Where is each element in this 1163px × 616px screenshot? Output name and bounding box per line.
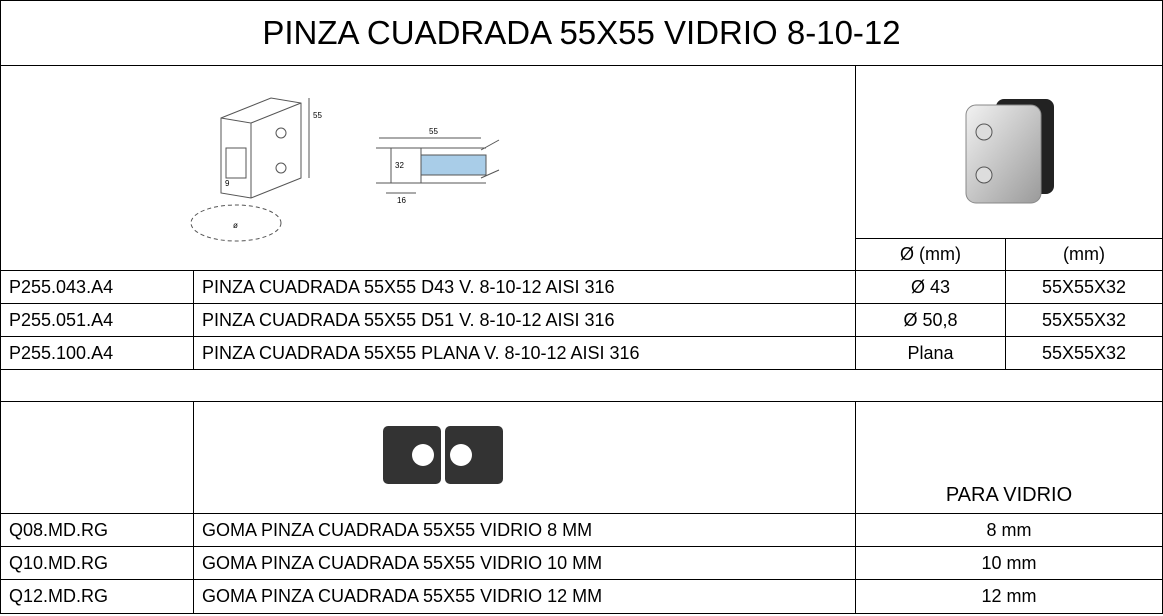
header-cell: Ø (mm)	[855, 238, 1006, 271]
code: Q10.MD.RG	[0, 546, 194, 580]
description: GOMA PINZA CUADRADA 55X55 VIDRIO 12 MM	[193, 579, 856, 614]
drawing-label: 32	[395, 161, 404, 170]
size: 55X55X32	[1005, 270, 1163, 304]
diameter: Plana	[855, 336, 1006, 370]
code: Q12.MD.RG	[0, 579, 194, 614]
code: P255.043.A4	[0, 270, 194, 304]
glass-size: 10 mm	[855, 546, 1163, 580]
code: P255.100.A4	[0, 336, 194, 370]
description: PINZA CUADRADA 55X55 PLANA V. 8-10-12 AI…	[193, 336, 856, 370]
drawing-label: ø	[233, 221, 238, 230]
gasket-image-cell	[193, 401, 856, 514]
description: GOMA PINZA CUADRADA 55X55 VIDRIO 8 MM	[193, 513, 856, 547]
spacer-row	[0, 369, 1163, 402]
drawing-cell: 55 55 32 16 9 ø	[0, 65, 856, 271]
description: PINZA CUADRADA 55X55 D51 V. 8-10-12 AISI…	[193, 303, 856, 337]
code: P255.051.A4	[0, 303, 194, 337]
technical-drawing: 55 55 32 16 9 ø	[190, 97, 500, 242]
drawing-label: 9	[225, 179, 230, 188]
diameter: Ø 43	[855, 270, 1006, 304]
diameter: Ø 50,8	[855, 303, 1006, 337]
code: Q08.MD.RG	[0, 513, 194, 547]
empty-cell	[0, 401, 194, 514]
clamp-photo	[965, 99, 1054, 204]
gasket-photo	[383, 426, 503, 484]
photo-cell	[855, 65, 1163, 239]
header-cell: (mm)	[1005, 238, 1163, 271]
glass-size: 8 mm	[855, 513, 1163, 547]
drawing-label: 55	[313, 111, 322, 120]
gasket-header: PARA VIDRIO	[855, 401, 1163, 514]
title: PINZA CUADRADA 55X55 VIDRIO 8-10-12	[0, 0, 1163, 66]
description: PINZA CUADRADA 55X55 D43 V. 8-10-12 AISI…	[193, 270, 856, 304]
size: 55X55X32	[1005, 303, 1163, 337]
size: 55X55X32	[1005, 336, 1163, 370]
drawing-label: 16	[397, 196, 406, 205]
glass-size: 12 mm	[855, 579, 1163, 614]
drawing-label: 55	[429, 127, 438, 136]
description: GOMA PINZA CUADRADA 55X55 VIDRIO 10 MM	[193, 546, 856, 580]
